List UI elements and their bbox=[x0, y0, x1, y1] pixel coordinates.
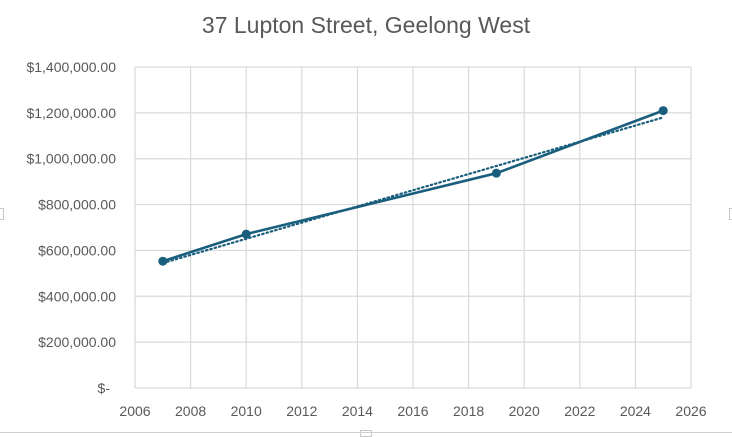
y-tick-label: $400,000.00 bbox=[38, 288, 116, 304]
x-tick-label: 2020 bbox=[509, 403, 540, 419]
chart-border bbox=[0, 432, 732, 433]
x-tick-label: 2008 bbox=[175, 403, 206, 419]
data-point[interactable] bbox=[158, 256, 168, 266]
x-tick-label: 2012 bbox=[286, 403, 317, 419]
y-axis-labels: $- $200,000.00 $400,000.00 $600,000.00 $800,… bbox=[26, 59, 116, 396]
y-tick-label: $1,000,000.00 bbox=[26, 151, 116, 167]
resize-handle-right[interactable] bbox=[729, 208, 732, 220]
data-point[interactable] bbox=[241, 229, 251, 239]
y-tick-label: $800,000.00 bbox=[38, 197, 116, 213]
x-tick-label: 2024 bbox=[620, 403, 651, 419]
gridlines bbox=[134, 66, 692, 389]
y-tick-label: $200,000.00 bbox=[38, 334, 116, 350]
x-tick-label: 2018 bbox=[453, 403, 484, 419]
x-tick-label: 2016 bbox=[397, 403, 428, 419]
x-tick-label: 2010 bbox=[231, 403, 262, 419]
chart-title: 37 Lupton Street, Geelong West bbox=[201, 12, 531, 38]
x-tick-label: 2026 bbox=[675, 403, 706, 419]
x-tick-label: 2022 bbox=[564, 403, 595, 419]
data-point[interactable] bbox=[658, 106, 668, 116]
x-tick-label: 2006 bbox=[119, 403, 150, 419]
y-tick-label: $- bbox=[98, 380, 111, 396]
data-point-markers[interactable] bbox=[158, 106, 668, 266]
series-line-price[interactable] bbox=[162, 109, 664, 263]
y-tick-label: $600,000.00 bbox=[38, 242, 116, 258]
data-point[interactable] bbox=[491, 168, 501, 178]
x-axis-labels: 2006 2008 2010 2012 2014 2016 2018 2020 2022 2024… bbox=[119, 403, 706, 419]
resize-handle-left[interactable] bbox=[0, 208, 4, 220]
y-tick-label: $1,400,000.00 bbox=[26, 59, 116, 75]
x-tick-label: 2014 bbox=[342, 403, 373, 419]
y-tick-label: $1,200,000.00 bbox=[26, 105, 116, 121]
